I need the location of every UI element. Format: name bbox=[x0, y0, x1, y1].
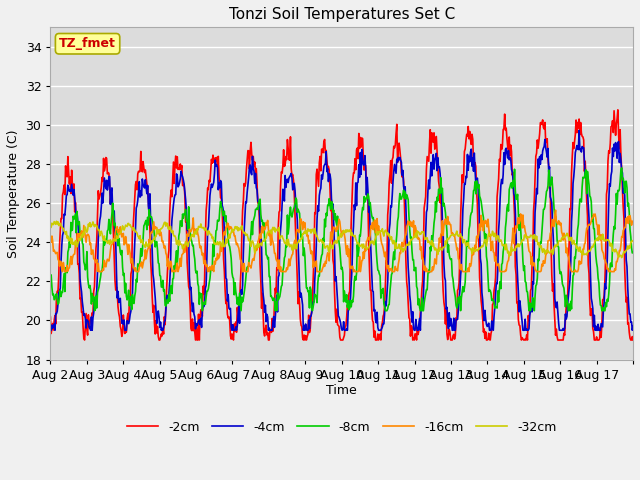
-16cm bbox=[47, 237, 54, 242]
-8cm bbox=[223, 223, 230, 228]
-4cm bbox=[47, 327, 54, 333]
-32cm bbox=[403, 241, 410, 247]
-4cm bbox=[222, 275, 230, 281]
Title: Tonzi Soil Temperatures Set C: Tonzi Soil Temperatures Set C bbox=[228, 7, 455, 22]
-2cm bbox=[274, 267, 282, 273]
-16cm bbox=[403, 224, 410, 229]
Legend: -2cm, -4cm, -8cm, -16cm, -32cm: -2cm, -4cm, -8cm, -16cm, -32cm bbox=[122, 416, 561, 439]
Line: -16cm: -16cm bbox=[51, 210, 633, 272]
-4cm bbox=[273, 292, 280, 298]
-8cm bbox=[629, 250, 637, 255]
-32cm bbox=[223, 240, 230, 246]
-16cm bbox=[252, 249, 259, 254]
-32cm bbox=[47, 225, 54, 231]
-4cm bbox=[435, 165, 442, 170]
-8cm bbox=[618, 165, 625, 171]
-2cm bbox=[629, 337, 637, 343]
Text: TZ_fmet: TZ_fmet bbox=[59, 37, 116, 50]
-2cm bbox=[435, 184, 443, 190]
-32cm bbox=[274, 227, 282, 232]
-32cm bbox=[52, 218, 60, 224]
-16cm bbox=[223, 225, 230, 230]
-32cm bbox=[435, 248, 443, 254]
-16cm bbox=[435, 235, 443, 241]
-8cm bbox=[252, 206, 259, 212]
-16cm bbox=[274, 257, 282, 263]
-4cm bbox=[251, 180, 259, 186]
-8cm bbox=[116, 242, 124, 248]
-16cm bbox=[59, 269, 67, 275]
-4cm bbox=[629, 323, 637, 329]
-4cm bbox=[402, 205, 410, 211]
-32cm bbox=[116, 230, 124, 236]
-2cm bbox=[223, 298, 230, 303]
-2cm bbox=[81, 337, 88, 343]
-2cm bbox=[47, 314, 54, 320]
-2cm bbox=[614, 107, 621, 113]
Y-axis label: Soil Temperature (C): Soil Temperature (C) bbox=[7, 129, 20, 258]
-32cm bbox=[618, 255, 625, 261]
Line: -4cm: -4cm bbox=[51, 131, 633, 330]
X-axis label: Time: Time bbox=[326, 384, 357, 397]
-8cm bbox=[435, 187, 443, 192]
-16cm bbox=[116, 231, 124, 237]
-4cm bbox=[115, 300, 123, 305]
Line: -2cm: -2cm bbox=[51, 110, 633, 340]
-4cm bbox=[575, 128, 583, 133]
-8cm bbox=[403, 192, 410, 198]
-32cm bbox=[252, 245, 259, 251]
Line: -32cm: -32cm bbox=[51, 221, 633, 258]
-8cm bbox=[91, 308, 99, 313]
-2cm bbox=[403, 279, 410, 285]
-16cm bbox=[552, 207, 559, 213]
-2cm bbox=[252, 170, 259, 176]
Line: -8cm: -8cm bbox=[51, 168, 633, 311]
-16cm bbox=[629, 219, 637, 225]
-2cm bbox=[116, 314, 124, 320]
-8cm bbox=[47, 274, 54, 279]
-32cm bbox=[629, 239, 637, 244]
-8cm bbox=[274, 290, 282, 296]
